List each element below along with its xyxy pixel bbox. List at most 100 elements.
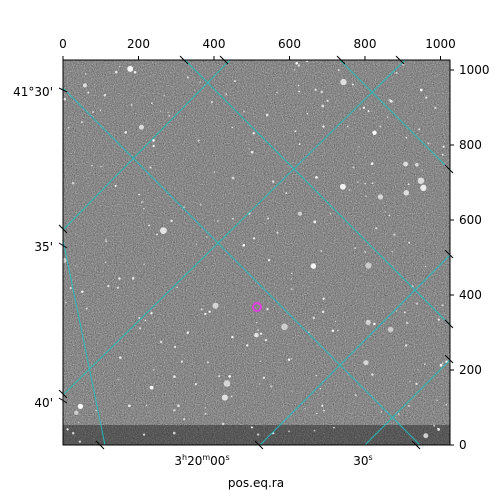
star <box>200 308 203 311</box>
star <box>291 272 293 275</box>
star <box>308 331 310 333</box>
ra-tick-label: 30s <box>353 453 372 468</box>
star <box>433 424 436 427</box>
star <box>442 362 444 365</box>
star <box>340 183 346 190</box>
star <box>255 322 258 324</box>
star <box>69 287 72 290</box>
star <box>436 399 438 402</box>
star <box>319 388 322 390</box>
star <box>99 109 102 112</box>
star <box>297 64 301 67</box>
star <box>118 277 121 280</box>
star <box>218 375 221 378</box>
star <box>437 318 441 321</box>
star <box>163 94 165 97</box>
star <box>87 91 90 94</box>
star <box>313 429 316 432</box>
star <box>117 378 119 380</box>
star <box>138 316 141 319</box>
star <box>408 241 411 244</box>
star <box>304 408 306 410</box>
star <box>259 360 262 362</box>
star <box>231 335 234 339</box>
star <box>373 322 376 326</box>
dec-axis: 41°30' 35' 40' <box>13 85 68 410</box>
star <box>290 357 293 360</box>
star <box>427 142 430 145</box>
star <box>333 426 335 429</box>
ra-tick-label: 3h20m00s <box>174 453 229 468</box>
star <box>322 125 325 128</box>
right-tick-label: 400 <box>459 288 482 302</box>
star <box>404 344 408 347</box>
right-tick-label: 600 <box>459 213 482 227</box>
star <box>351 83 354 86</box>
star <box>417 177 425 184</box>
star <box>143 207 145 210</box>
star <box>186 331 190 334</box>
star <box>177 404 180 408</box>
ra-grid-line <box>63 239 106 445</box>
star <box>409 380 411 382</box>
star <box>231 176 235 180</box>
star <box>423 433 429 439</box>
star <box>223 380 231 387</box>
star <box>267 217 270 220</box>
star <box>138 193 140 196</box>
star <box>208 310 211 313</box>
star <box>242 243 246 247</box>
star <box>128 404 131 408</box>
star <box>348 189 350 191</box>
star <box>314 88 317 92</box>
star <box>379 125 382 128</box>
star <box>160 227 167 234</box>
star <box>170 219 173 223</box>
star <box>359 108 361 110</box>
star <box>248 148 250 150</box>
dec-grid-line <box>63 60 406 396</box>
star <box>367 110 370 113</box>
star <box>294 130 297 133</box>
star <box>445 404 448 406</box>
star <box>183 418 186 421</box>
star <box>84 73 87 75</box>
star <box>216 220 219 222</box>
top-tick-label: 200 <box>127 37 150 51</box>
star <box>391 250 394 253</box>
star <box>105 239 107 241</box>
star <box>347 125 349 127</box>
star <box>415 382 418 386</box>
star <box>365 319 371 325</box>
right-tick-label: 200 <box>459 363 482 377</box>
star <box>176 286 178 289</box>
star <box>63 258 67 263</box>
star <box>150 312 153 315</box>
star <box>320 90 323 94</box>
star <box>265 113 269 117</box>
star <box>104 261 107 263</box>
ra-grid-line <box>184 60 450 326</box>
star <box>258 383 261 385</box>
star <box>439 363 443 367</box>
star <box>321 404 324 407</box>
star <box>321 104 325 108</box>
star <box>151 102 153 104</box>
star <box>95 409 97 412</box>
star <box>152 144 155 148</box>
star <box>206 361 209 364</box>
star <box>63 98 66 101</box>
star <box>322 297 325 300</box>
star <box>415 302 418 305</box>
star <box>271 180 275 183</box>
star <box>91 164 93 167</box>
star-field <box>63 60 450 443</box>
star <box>105 240 107 242</box>
star <box>206 236 208 238</box>
star <box>82 83 87 88</box>
star <box>420 184 427 192</box>
star <box>414 162 419 167</box>
star <box>140 201 143 203</box>
star <box>245 140 247 142</box>
star <box>210 101 213 103</box>
